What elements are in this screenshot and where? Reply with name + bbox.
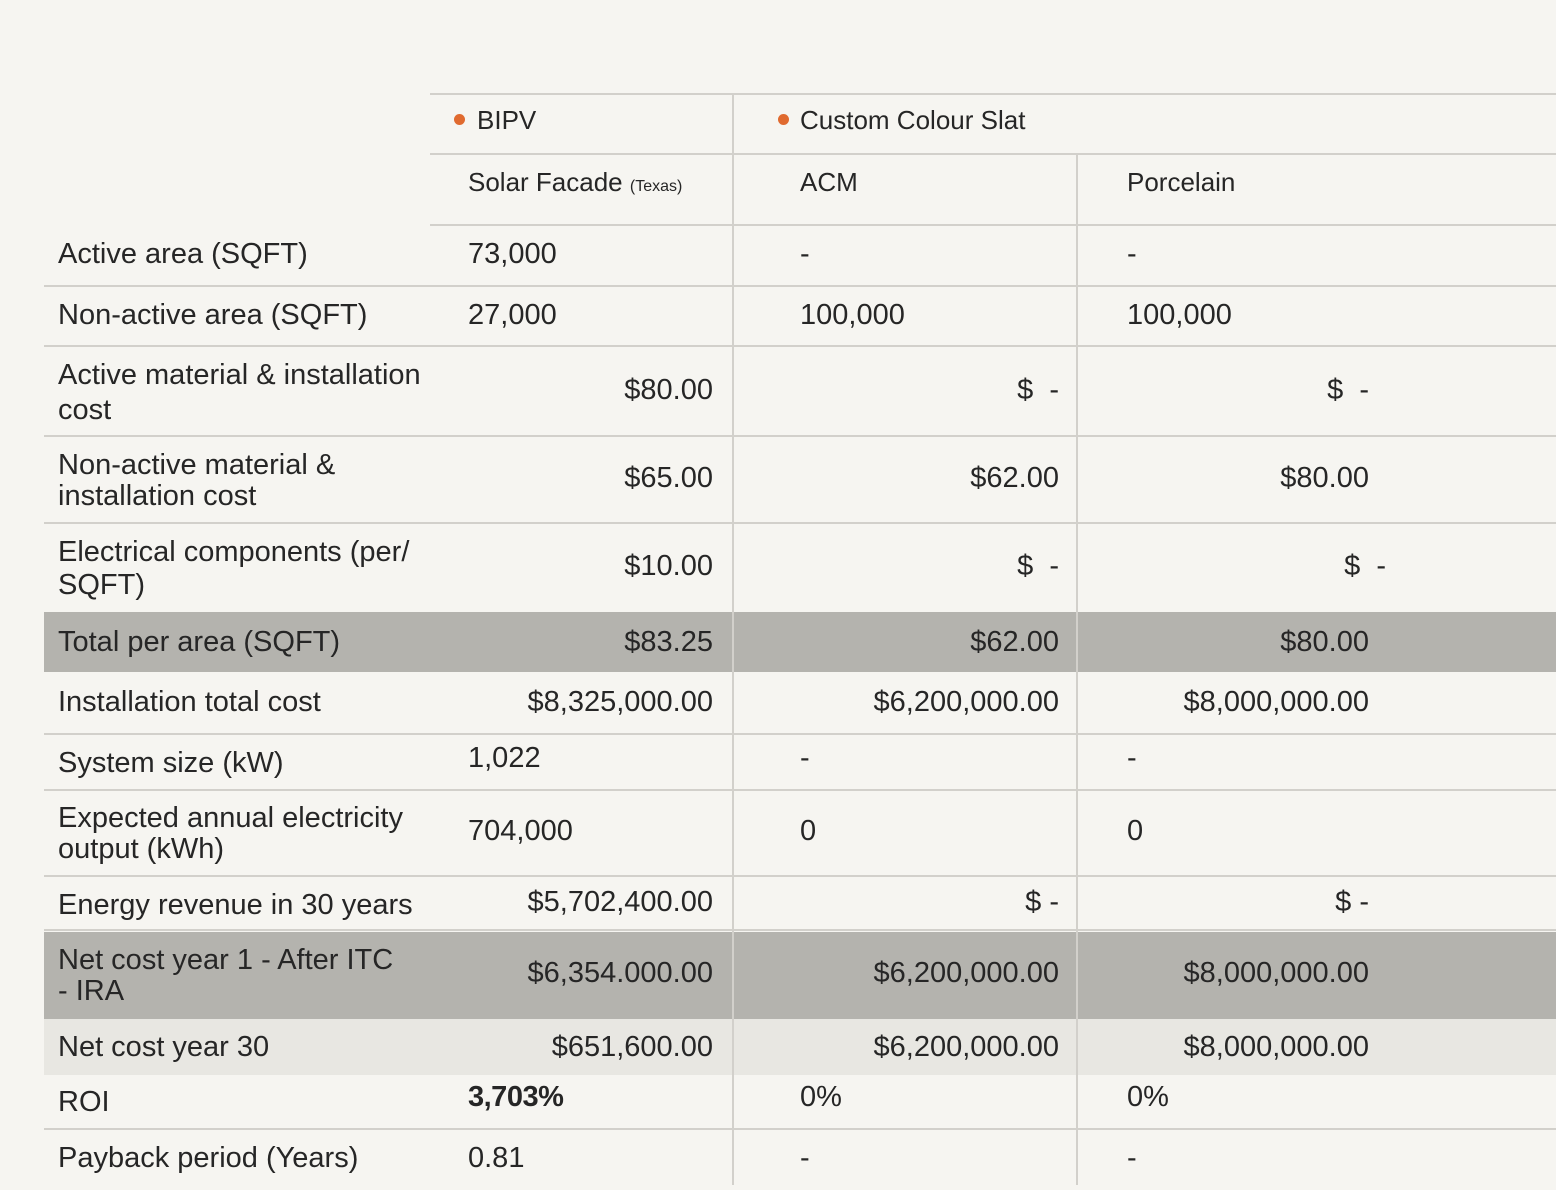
row-label-annual-output-line2: output (kWh) [58,833,224,865]
cell-roi-acm: 0% [800,1081,842,1113]
header-group-rule [430,153,1556,155]
header-bottom-rule [430,224,1556,226]
row-label-energy-revenue: Energy revenue in 30 years [58,889,413,921]
custom-colour-slat-dot-icon [778,114,789,125]
cell-electrical-components-acm: $ - [1017,550,1059,582]
cell-payback-solar: 0.81 [468,1142,525,1174]
cell-payback-acm: - [800,1142,810,1174]
header-group-bipv: BIPV [477,105,537,135]
header-top-rule [430,93,1556,95]
row-label-total-per-area: Total per area (SQFT) [58,626,341,658]
row-divider [44,1128,1556,1130]
cell-non-active-area-porcelain: 100,000 [1127,299,1232,331]
cell-annual-output-porcelain: 0 [1127,815,1144,847]
column-header-solar-facade-label: Solar Facade [468,167,623,197]
row-divider [44,285,1556,287]
column-header-acm: ACM [800,167,858,197]
bipv-dot-icon [454,114,465,125]
cell-net-cost-year1-porcelain: $8,000,000.00 [1183,957,1369,989]
row-label-net-cost-year30: Net cost year 30 [58,1031,270,1063]
cell-system-size-acm: - [800,742,810,774]
cell-active-area-acm: - [800,238,810,270]
cell-installation-total-solar: $8,325,000.00 [527,686,713,718]
cell-non-active-area-acm: 100,000 [800,299,905,331]
row-label-electrical-components-line2: SQFT) [58,569,145,601]
cell-installation-total-acm: $6,200,000.00 [873,686,1059,718]
column-header-solar-facade: Solar Facade (Texas) [468,167,682,202]
row-divider [44,875,1556,877]
header-group-custom-colour-slat: Custom Colour Slat [800,105,1026,135]
cell-electrical-components-solar: $10.00 [624,550,713,582]
cell-net-cost-year30-solar: $651,600.00 [551,1031,713,1063]
net-cost-year30-highlight [44,1019,1556,1075]
cell-non-active-area-solar: 27,000 [468,299,557,331]
cell-installation-total-porcelain: $8,000,000.00 [1183,686,1369,718]
cell-total-per-area-porcelain: $80.00 [1280,626,1369,658]
cell-system-size-solar: 1,022 [468,742,541,774]
cell-energy-revenue-solar: $5,702,400.00 [527,886,713,918]
row-label-non-active-material-line2: installation cost [58,480,257,512]
cell-annual-output-solar: 704,000 [468,815,573,847]
row-label-active-material-line2: cost [58,394,112,426]
row-label-system-size: System size (kW) [58,747,284,779]
cell-payback-porcelain: - [1127,1142,1137,1174]
row-label-net-cost-year1-line2: - IRA [58,975,125,1007]
cell-roi-solar: 3,703% [468,1081,564,1113]
row-divider [44,435,1556,437]
row-divider [44,522,1556,524]
total-per-area-highlight [44,612,1556,672]
cell-active-area-porcelain: - [1127,238,1137,270]
column-header-solar-facade-note: (Texas) [629,178,683,195]
cell-electrical-components-porcelain: $ - [1344,550,1386,582]
row-label-roi: ROI [58,1086,110,1118]
cell-active-area-solar: 73,000 [468,238,557,270]
row-label-electrical-components-line1: Electrical components (per/ [58,536,410,568]
cell-net-cost-year30-acm: $6,200,000.00 [873,1031,1059,1063]
cell-energy-revenue-acm: $ - [1025,886,1059,918]
cell-system-size-porcelain: - [1127,742,1137,774]
cell-annual-output-acm: 0 [800,815,817,847]
row-divider [44,929,1556,931]
row-label-net-cost-year1-line1: Net cost year 1 - After ITC [58,944,394,976]
row-divider [44,733,1556,735]
cell-total-per-area-acm: $62.00 [970,626,1059,658]
cell-non-active-material-porcelain: $80.00 [1280,462,1369,494]
cell-net-cost-year1-acm: $6,200,000.00 [873,957,1059,989]
cell-net-cost-year1-solar: $6,354.000.00 [527,957,713,989]
column-divider [732,95,734,1185]
cell-roi-porcelain: 0% [1127,1081,1169,1113]
cell-non-active-material-acm: $62.00 [970,462,1059,494]
row-label-installation-total-cost: Installation total cost [58,686,321,718]
cell-total-per-area-solar: $83.25 [624,626,713,658]
row-label-payback-period: Payback period (Years) [58,1142,359,1174]
row-label-active-material-line1: Active material & installation [58,359,421,391]
net-cost-year1-highlight [44,932,1556,1019]
cell-non-active-material-solar: $65.00 [624,462,713,494]
row-label-active-area: Active area (SQFT) [58,238,308,270]
column-divider [1076,155,1078,1185]
cell-active-material-acm: $ - [1017,374,1059,406]
column-header-porcelain: Porcelain [1127,167,1236,197]
row-label-non-active-area: Non-active area (SQFT) [58,299,368,331]
cell-energy-revenue-porcelain: $ - [1335,886,1369,918]
row-divider [44,345,1556,347]
row-divider [44,789,1556,791]
row-label-annual-output-line1: Expected annual electricity [58,802,403,834]
row-label-non-active-material-line1: Non-active material & [58,449,336,481]
cell-net-cost-year30-porcelain: $8,000,000.00 [1183,1031,1369,1063]
cell-active-material-solar: $80.00 [624,374,713,406]
cell-active-material-porcelain: $ - [1327,374,1369,406]
